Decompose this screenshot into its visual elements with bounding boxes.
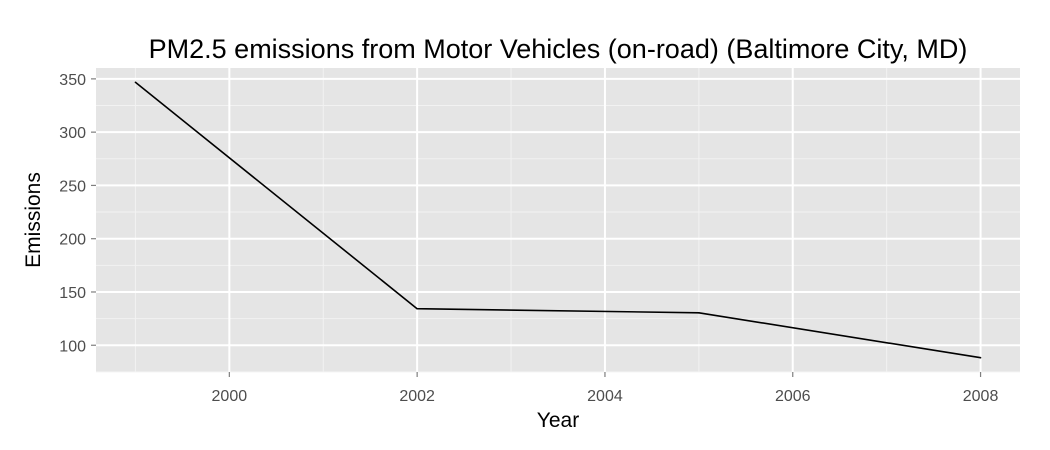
y-axis-title: Emissions bbox=[22, 172, 45, 268]
x-axis-title: Year bbox=[537, 409, 579, 432]
y-tick-label: 350 bbox=[59, 72, 86, 89]
minor-grid bbox=[96, 68, 1020, 373]
x-tick-label: 2004 bbox=[587, 388, 623, 405]
emissions-series-line bbox=[134, 81, 981, 359]
data-point bbox=[134, 81, 137, 84]
y-tick-label: 250 bbox=[59, 178, 86, 195]
chart-title: PM2.5 emissions from Motor Vehicles (on-… bbox=[149, 34, 968, 64]
y-tick-label: 100 bbox=[59, 338, 86, 355]
series-layer bbox=[134, 81, 982, 359]
y-tick-label: 300 bbox=[59, 125, 86, 142]
plot-panel bbox=[96, 68, 1020, 372]
data-point bbox=[416, 307, 418, 310]
major-grid bbox=[96, 68, 1020, 372]
data-point bbox=[698, 312, 700, 314]
x-tick-label: 2006 bbox=[775, 388, 811, 405]
y-tick-label: 150 bbox=[59, 285, 86, 302]
x-tick-label: 2002 bbox=[399, 388, 435, 405]
x-tick-label: 2008 bbox=[963, 388, 999, 405]
x-axis-ticks: 2000 2002 2004 2006 2008 bbox=[212, 372, 999, 405]
data-point bbox=[979, 356, 982, 359]
x-tick-label: 2000 bbox=[212, 388, 248, 405]
y-axis-ticks: 100 150 200 250 300 350 bbox=[59, 72, 96, 355]
y-tick-label: 200 bbox=[59, 232, 86, 249]
